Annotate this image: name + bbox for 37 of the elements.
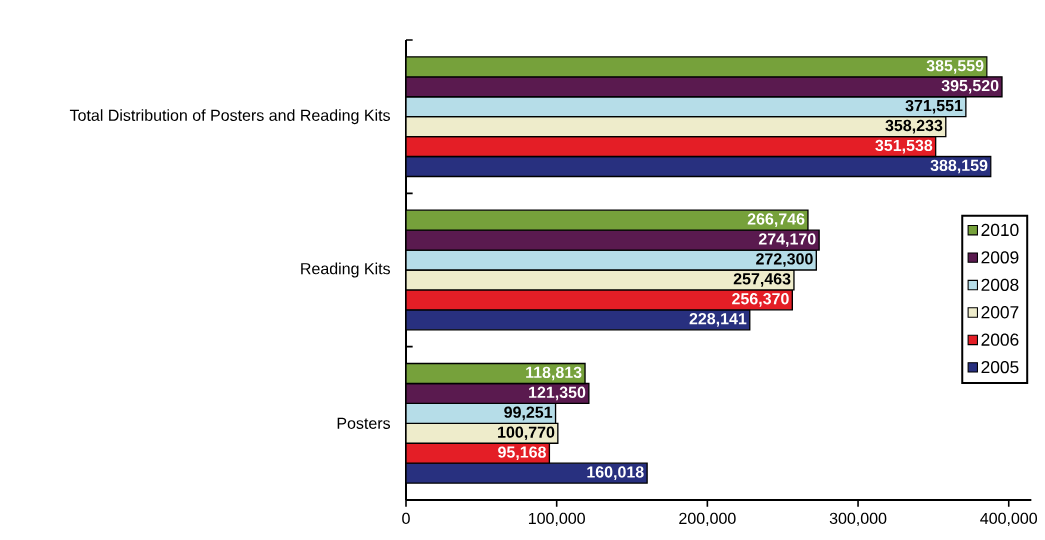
bar: [406, 135, 937, 158]
bar: [406, 155, 992, 178]
bar: [406, 116, 947, 138]
legend-label: 2005: [981, 360, 1019, 374]
data-label: 256,370: [732, 293, 789, 307]
legend-label: 2008: [981, 278, 1019, 291]
y-tick-label: Posters: [337, 417, 391, 429]
data-label: 274,170: [758, 233, 816, 247]
y-tick-label: Total Distribution of Posters and Reading Kits: [69, 109, 390, 125]
data-label: 272,300: [756, 253, 813, 267]
data-label: 266,746: [747, 213, 805, 227]
data-label: 100,770: [498, 426, 555, 441]
x-tick-label: 0: [402, 512, 410, 525]
data-label: 99,251: [504, 406, 553, 421]
bar: [406, 76, 1003, 98]
y-tick-label: Reading Kits: [301, 262, 391, 278]
x-tick-label: 300,000: [829, 512, 887, 526]
data-label: 118,813: [526, 366, 582, 381]
x-tick-label: 400,000: [980, 512, 1038, 526]
data-label: 95,168: [498, 446, 546, 461]
data-label: 351,538: [875, 139, 933, 154]
legend-label: 2010: [981, 223, 1019, 237]
data-label: 371,551: [905, 99, 963, 114]
x-tick-label: 100,000: [528, 512, 585, 526]
data-label: 395,520: [941, 79, 999, 94]
x-tick-label: 200,000: [679, 512, 736, 526]
data-label: 257,463: [733, 273, 791, 287]
data-label: 388,159: [930, 159, 988, 174]
legend-label: 2007: [981, 306, 1019, 319]
data-label: 385,559: [926, 60, 984, 74]
bar: [406, 96, 967, 118]
data-label: 160,018: [587, 466, 644, 480]
legend-label: 2006: [981, 333, 1019, 346]
data-label: 121,350: [529, 386, 586, 401]
data-label: 228,141: [689, 313, 747, 327]
data-label: 358,233: [885, 119, 943, 134]
legend-label: 2009: [981, 251, 1019, 264]
